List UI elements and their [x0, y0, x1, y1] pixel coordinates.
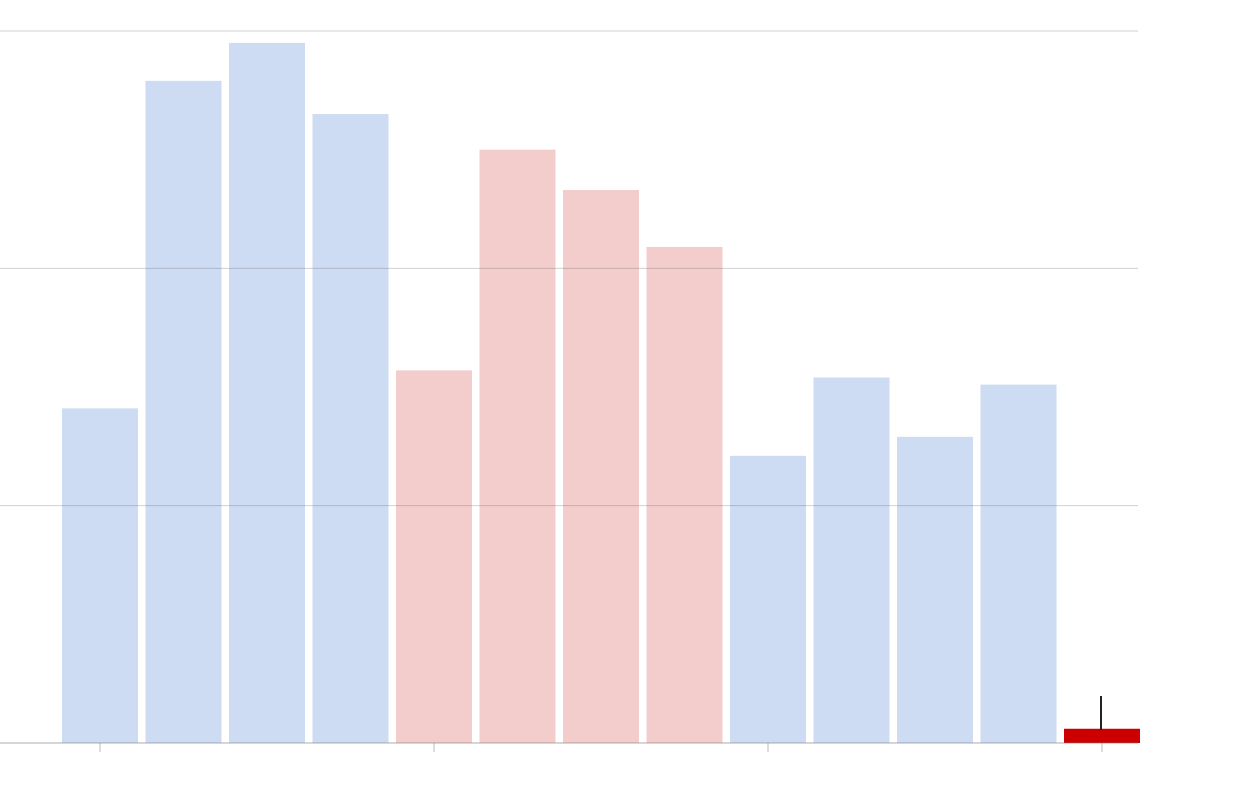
bar [897, 436, 973, 743]
bar [813, 377, 890, 743]
bar [312, 114, 389, 744]
bar [730, 455, 806, 743]
bar [980, 384, 1057, 743]
bar [1064, 728, 1140, 743]
bar [62, 408, 138, 743]
bar [396, 370, 472, 743]
bar [479, 149, 556, 743]
bar [563, 190, 639, 744]
bar [229, 42, 305, 744]
bar [646, 246, 723, 743]
bar [145, 80, 222, 744]
